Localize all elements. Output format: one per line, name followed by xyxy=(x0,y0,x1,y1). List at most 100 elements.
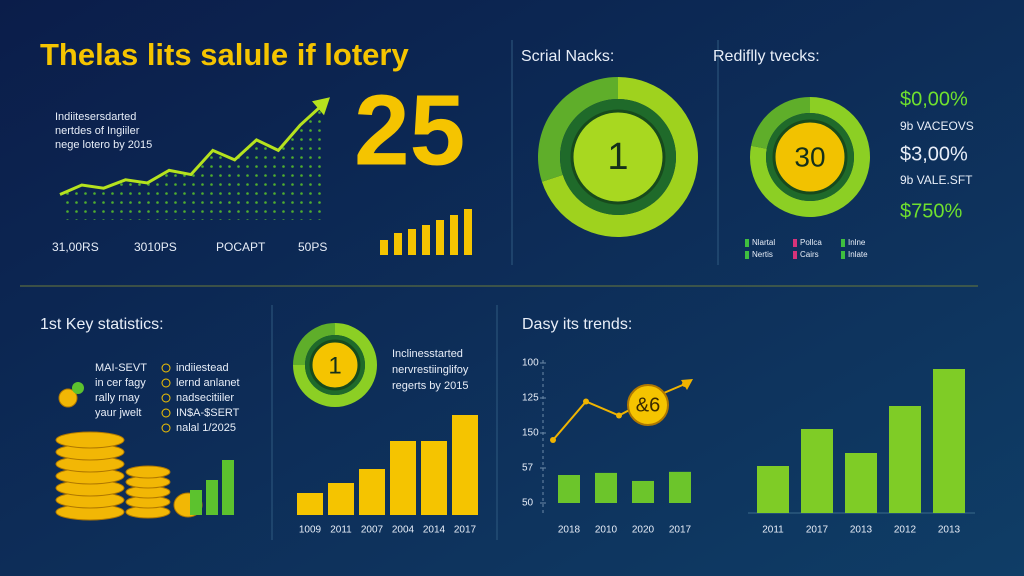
bar xyxy=(757,466,789,513)
label: 30 xyxy=(794,141,825,172)
bar xyxy=(328,483,354,515)
label: rally rnay xyxy=(95,392,140,404)
label: indiiestead xyxy=(176,362,229,374)
label: 2007 xyxy=(361,525,384,536)
label: 2013 xyxy=(850,525,873,536)
label: 100 xyxy=(522,358,539,369)
label: Scrial Nacks: xyxy=(521,48,614,65)
point xyxy=(550,437,556,443)
label: 50 xyxy=(522,498,534,509)
label: MAI-SEVT xyxy=(95,362,147,374)
bar xyxy=(190,490,202,515)
legend-swatch xyxy=(793,251,797,259)
bar xyxy=(845,453,877,513)
label: 125 xyxy=(522,393,539,404)
label: $3,00% xyxy=(900,143,968,165)
bar xyxy=(422,225,430,255)
label: 2011 xyxy=(330,525,352,536)
label: 2020 xyxy=(632,525,655,536)
donut-segment xyxy=(751,97,810,149)
bar xyxy=(933,369,965,513)
label: Inlate xyxy=(848,250,868,259)
label: lernd anlanet xyxy=(176,377,240,389)
label: 2013 xyxy=(938,525,961,536)
label: Inclinesstarted xyxy=(392,348,463,360)
point xyxy=(616,412,622,419)
label: nege lotero by 2015 xyxy=(55,139,152,151)
bar xyxy=(436,220,444,255)
bar xyxy=(632,480,654,503)
bar xyxy=(206,480,218,515)
label: 2014 xyxy=(423,525,446,536)
hero-number: 25 xyxy=(354,74,465,186)
legend-swatch xyxy=(841,239,845,247)
label: Dasy its trends: xyxy=(522,316,632,333)
arrow-head xyxy=(681,379,693,390)
label: 1 xyxy=(328,352,341,379)
label: Rediflly tvecks: xyxy=(713,48,820,65)
label: POCAPT xyxy=(216,240,266,254)
badge xyxy=(627,384,669,426)
label: 9b VACEOVS xyxy=(900,119,974,133)
donut-segment xyxy=(538,77,618,182)
label: 2010 xyxy=(595,525,618,536)
label: 150 xyxy=(522,428,539,439)
bar xyxy=(595,472,617,503)
label: 2018 xyxy=(558,525,581,536)
list-icon xyxy=(161,378,171,388)
bar xyxy=(222,460,234,515)
label: $0,00% xyxy=(900,88,968,110)
label: $750% xyxy=(900,200,962,222)
list-icon xyxy=(161,408,171,418)
label: Nertis xyxy=(752,250,773,259)
line xyxy=(59,104,324,196)
bar xyxy=(408,229,416,255)
list-icon xyxy=(161,393,171,403)
legend-swatch xyxy=(745,239,749,247)
label: Cairs xyxy=(800,250,819,259)
bar xyxy=(464,209,472,255)
label: 2011 xyxy=(762,525,784,536)
dot-area xyxy=(60,105,322,220)
label: nadsecitiiler xyxy=(176,392,234,404)
label: 2017 xyxy=(669,525,692,536)
legend-swatch xyxy=(841,251,845,259)
page-title: Thelas lits salule if lotery xyxy=(40,37,409,72)
donut-center xyxy=(772,119,848,195)
label: 1 xyxy=(607,136,628,178)
list-icon xyxy=(161,423,171,433)
bar xyxy=(801,429,833,513)
label: Nlartal xyxy=(752,238,775,247)
label: 50PS xyxy=(298,240,327,254)
label: nertdes of Ingiiler xyxy=(55,125,140,137)
bar xyxy=(452,415,478,515)
bar xyxy=(394,233,402,255)
section-title: 1st Key statistics: xyxy=(40,316,164,333)
legend-swatch xyxy=(793,239,797,247)
list-icon xyxy=(161,363,171,373)
label: Indiitesersdarted xyxy=(55,111,136,123)
bar xyxy=(558,475,580,503)
label: 2004 xyxy=(392,525,415,536)
label: 2017 xyxy=(806,525,829,536)
bar xyxy=(380,240,388,255)
label: regerts by 2015 xyxy=(392,380,468,392)
bar xyxy=(421,441,447,515)
label: 2017 xyxy=(454,525,477,536)
label: nalal 1/2025 xyxy=(176,422,236,434)
label: 3010PS xyxy=(134,240,177,254)
label: IN$A-$SERT xyxy=(176,407,240,419)
legend-swatch xyxy=(745,251,749,259)
bar xyxy=(450,215,458,255)
label: 2012 xyxy=(894,525,917,536)
bar xyxy=(390,441,416,515)
label: Pollca xyxy=(800,238,822,247)
label: 1009 xyxy=(299,525,322,536)
label: in cer fagy xyxy=(95,377,146,389)
label: &6 xyxy=(636,394,660,416)
label: nervrestiinglifoy xyxy=(392,364,469,376)
point xyxy=(583,398,589,405)
donut-center xyxy=(309,339,361,391)
bar xyxy=(297,493,323,515)
